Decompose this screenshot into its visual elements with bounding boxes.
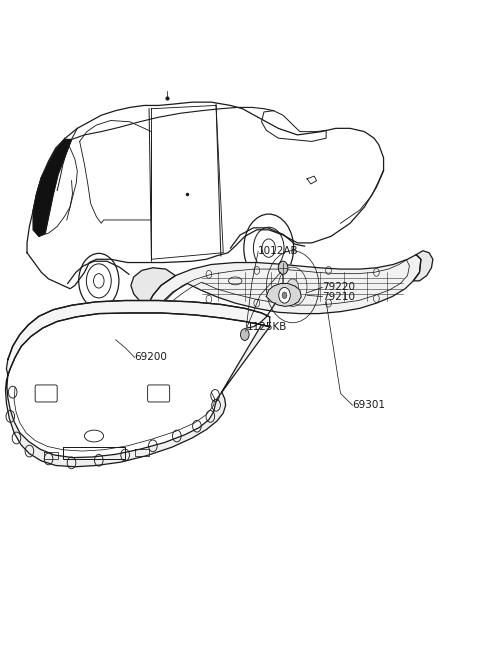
Circle shape (287, 279, 299, 295)
Circle shape (278, 261, 288, 274)
Polygon shape (413, 251, 433, 281)
Polygon shape (33, 140, 72, 236)
Text: 69200: 69200 (135, 352, 168, 363)
Text: 79210: 79210 (323, 291, 355, 302)
Polygon shape (27, 102, 384, 289)
Text: 79220: 79220 (323, 283, 355, 293)
Text: 1012AB: 1012AB (258, 247, 299, 256)
Circle shape (282, 292, 287, 298)
Polygon shape (266, 283, 301, 306)
Circle shape (279, 287, 290, 303)
Polygon shape (147, 255, 421, 314)
Polygon shape (6, 300, 270, 375)
Polygon shape (5, 325, 270, 467)
Text: 1125KB: 1125KB (247, 321, 288, 332)
Circle shape (240, 329, 249, 340)
Text: 69301: 69301 (352, 400, 385, 410)
Polygon shape (131, 268, 175, 307)
